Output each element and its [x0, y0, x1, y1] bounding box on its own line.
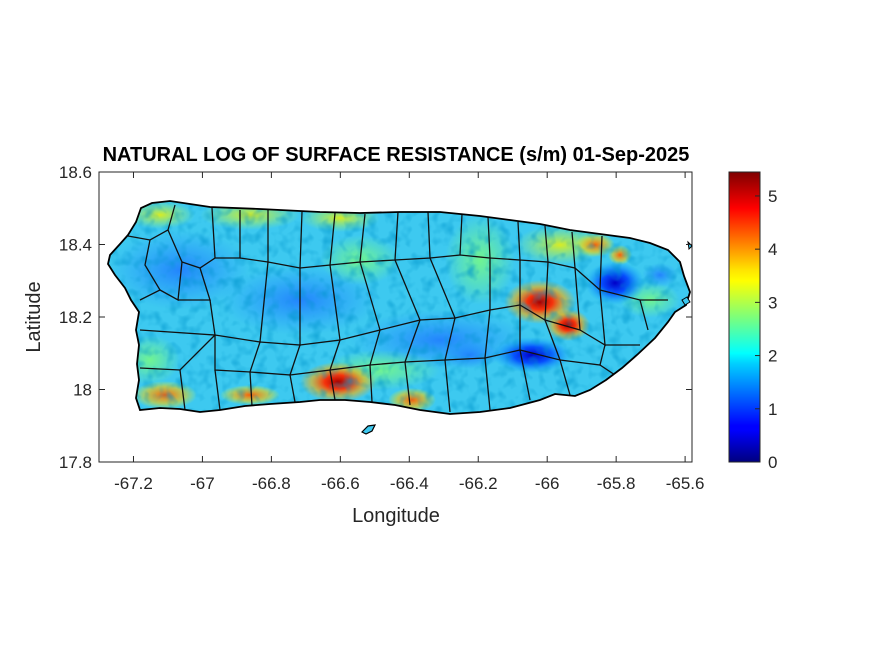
x-tick-label: -67	[190, 474, 215, 493]
x-tick-label: -66.2	[459, 474, 498, 493]
x-tick-label: -65.8	[597, 474, 636, 493]
y-tick-label: 18.6	[59, 163, 92, 182]
islet-northeast-cay	[681, 296, 691, 306]
colorbar-tick-label: 2	[768, 347, 777, 366]
colorbar-tick-label: 5	[768, 187, 777, 206]
island-outline	[107, 200, 691, 415]
x-axis-label: Longitude	[352, 505, 440, 527]
surface-resistance-field	[108, 201, 690, 414]
y-axis-ticks: 17.8 18 18.2 18.4 18.6	[59, 163, 692, 472]
x-tick-label: -65.6	[666, 474, 705, 493]
x-tick-label: -66.6	[321, 474, 360, 493]
colorbar	[728, 171, 761, 463]
y-tick-label: 17.8	[59, 453, 92, 472]
colorbar-tick-label: 3	[768, 293, 777, 312]
colorbar-tick-label: 1	[768, 400, 777, 419]
colorbar-tick-label: 4	[768, 240, 777, 259]
colorbar-tick-label: 0	[768, 453, 777, 472]
municipality-boundaries	[127, 204, 668, 413]
y-axis-label: Latitude	[23, 281, 45, 352]
x-tick-label: -67.2	[114, 474, 153, 493]
y-tick-label: 18.4	[59, 236, 92, 255]
colorbar-ticks: 0 1 2 3 4 5	[755, 187, 777, 472]
chart-title: NATURAL LOG OF SURFACE RESISTANCE (s/m) …	[103, 144, 690, 166]
islet-caja-de-muertos	[360, 424, 377, 435]
x-axis-ticks: -67.2 -67 -66.8 -66.6 -66.4 -66.2 -66 -65.8 -65.…	[114, 172, 704, 493]
y-tick-label: 18.2	[59, 308, 92, 327]
y-tick-label: 18	[73, 381, 92, 400]
x-tick-label: -66.4	[390, 474, 429, 493]
x-tick-label: -66.8	[252, 474, 291, 493]
x-tick-label: -66	[535, 474, 560, 493]
